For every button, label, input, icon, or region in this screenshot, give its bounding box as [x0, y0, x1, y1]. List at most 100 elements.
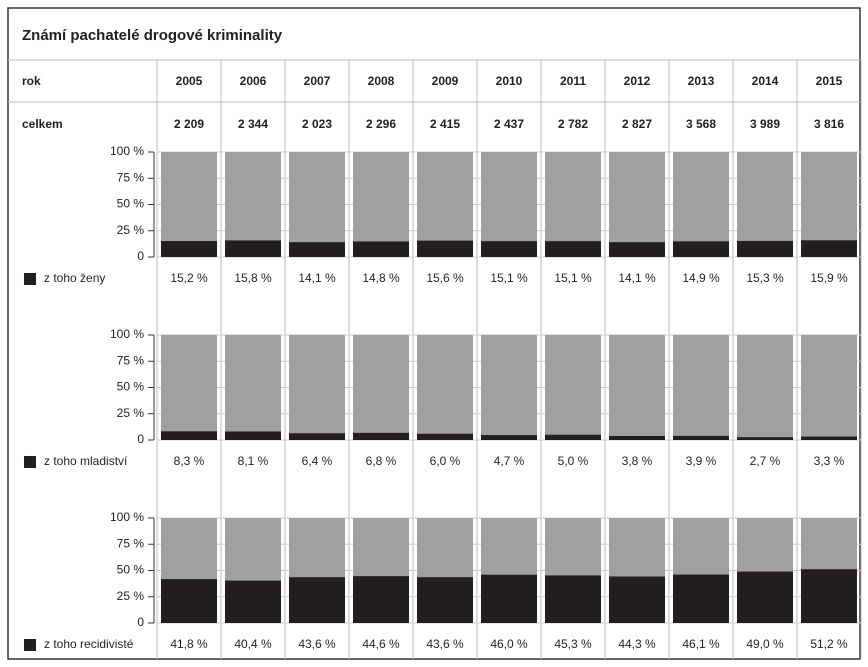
bar: [801, 240, 857, 257]
value-label: 41,8 %: [170, 637, 208, 651]
y-tick-label: 100 %: [110, 510, 144, 524]
value-label: 15,2 %: [170, 271, 208, 285]
legend-swatch: [24, 456, 36, 468]
bar: [481, 574, 537, 623]
bar: [609, 436, 665, 440]
value-label: 46,0 %: [490, 637, 528, 651]
total: 3 568: [686, 117, 716, 131]
total: 2 437: [494, 117, 524, 131]
total: 3 816: [814, 117, 844, 131]
legend-label: z toho mladiství: [44, 454, 128, 468]
value-label: 43,6 %: [426, 637, 464, 651]
bar-background: [417, 335, 473, 440]
value-label: 40,4 %: [234, 637, 272, 651]
bar: [545, 434, 601, 440]
value-label: 4,7 %: [494, 454, 525, 468]
total: 2 296: [366, 117, 396, 131]
year: 2011: [560, 74, 586, 88]
total: 2 782: [558, 117, 588, 131]
value-label: 3,9 %: [686, 454, 717, 468]
bar: [609, 242, 665, 257]
bar: [417, 577, 473, 623]
value-label: 14,1 %: [298, 271, 336, 285]
bar: [353, 432, 409, 440]
bar-background: [801, 152, 857, 257]
bar: [353, 241, 409, 257]
bar-background: [161, 152, 217, 257]
bar: [417, 240, 473, 257]
bar: [673, 241, 729, 257]
bar-background: [481, 152, 537, 257]
y-tick-label: 75 %: [117, 353, 145, 367]
value-label: 2,7 %: [750, 454, 781, 468]
bar-background: [609, 152, 665, 257]
bar-background: [225, 152, 281, 257]
bar-background: [801, 335, 857, 440]
bar: [737, 240, 793, 257]
bar: [481, 241, 537, 257]
y-tick-label: 75 %: [117, 170, 145, 184]
y-tick-label: 25 %: [117, 589, 145, 603]
total: 3 989: [750, 117, 780, 131]
total: 2 023: [302, 117, 332, 131]
value-label: 45,3 %: [554, 637, 592, 651]
year: 2009: [432, 74, 459, 88]
y-tick-label: 100 %: [110, 327, 144, 341]
value-label: 14,8 %: [362, 271, 400, 285]
bar-background: [737, 335, 793, 440]
y-tick-label: 50 %: [117, 380, 145, 394]
year: 2008: [368, 74, 395, 88]
bar: [353, 576, 409, 623]
bar: [417, 433, 473, 440]
year: 2013: [688, 74, 715, 88]
value-label: 44,3 %: [618, 637, 656, 651]
legend-label: z toho ženy: [44, 271, 105, 285]
bar-background: [289, 152, 345, 257]
value-label: 8,3 %: [174, 454, 205, 468]
value-label: 51,2 %: [810, 637, 848, 651]
bar-background: [545, 152, 601, 257]
bar-background: [225, 335, 281, 440]
y-tick-label: 50 %: [117, 563, 145, 577]
legend-label: z toho recidivisté: [44, 637, 134, 651]
value-label: 15,6 %: [426, 271, 464, 285]
bar: [545, 575, 601, 623]
value-label: 3,8 %: [622, 454, 653, 468]
value-label: 5,0 %: [558, 454, 589, 468]
value-label: 15,3 %: [746, 271, 784, 285]
year: 2012: [624, 74, 651, 88]
value-label: 8,1 %: [238, 454, 269, 468]
bar-background: [289, 335, 345, 440]
y-tick-label: 75 %: [117, 536, 145, 550]
value-label: 15,1 %: [490, 271, 528, 285]
bar: [481, 435, 537, 440]
bar-background: [353, 152, 409, 257]
bar-background: [161, 335, 217, 440]
y-tick-label: 0: [137, 249, 144, 263]
bar: [289, 433, 345, 440]
total: 2 344: [238, 117, 268, 131]
value-label: 15,1 %: [554, 271, 592, 285]
bar: [225, 580, 281, 623]
year: 2007: [304, 74, 331, 88]
value-label: 49,0 %: [746, 637, 784, 651]
year: 2005: [176, 74, 203, 88]
bar: [545, 241, 601, 257]
bar-background: [673, 152, 729, 257]
total: 2 827: [622, 117, 652, 131]
value-label: 44,6 %: [362, 637, 400, 651]
total-label: celkem: [22, 117, 63, 131]
y-tick-label: 50 %: [117, 197, 145, 211]
y-tick-label: 25 %: [117, 223, 145, 237]
value-label: 46,1 %: [682, 637, 720, 651]
bar-background: [353, 335, 409, 440]
bar: [609, 576, 665, 623]
legend-swatch: [24, 273, 36, 285]
bar: [737, 437, 793, 440]
value-label: 3,3 %: [814, 454, 845, 468]
bar-background: [737, 152, 793, 257]
total: 2 209: [174, 117, 204, 131]
y-tick-label: 0: [137, 432, 144, 446]
bar: [673, 574, 729, 623]
